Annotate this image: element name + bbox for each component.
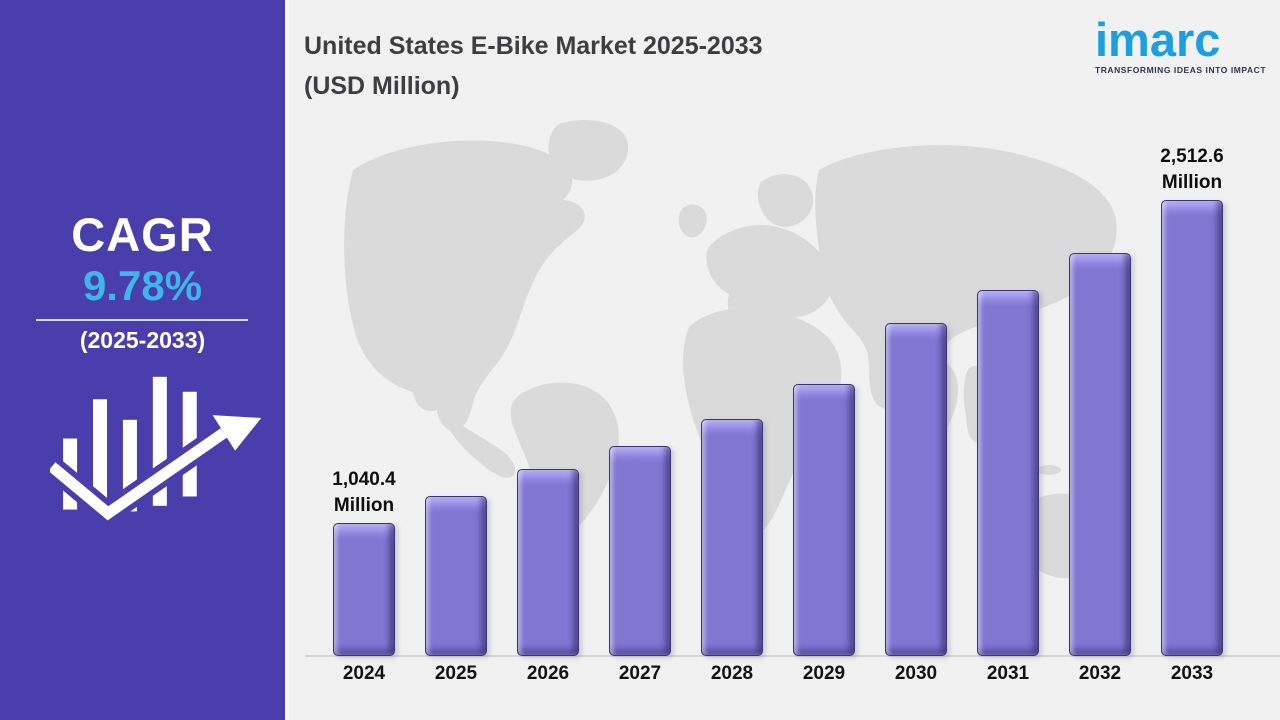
chart-title-line1: United States E-Bike Market 2025-2033	[304, 32, 763, 60]
bar-chart-plot: 2024 2025 2026 2027 2028 2029 2030 2031 2032 2033…	[289, 0, 1280, 720]
x-tick-2024: 2024	[342, 663, 386, 684]
x-tick-2028: 2028	[710, 663, 754, 684]
x-tick-2033: 2033	[1170, 663, 1214, 684]
cagr-period: (2025-2033)	[79, 327, 206, 353]
bar-2024	[333, 523, 395, 656]
imarc-logo: imarc TRANSFORMING IDEAS INTO IMPACT	[1095, 10, 1277, 76]
british-isles	[678, 204, 707, 238]
cagr-value: 9.78%	[82, 262, 203, 309]
bar-2027	[609, 446, 671, 656]
bar-2030	[885, 323, 947, 656]
growth-bar-chart-arrow-icon	[50, 376, 265, 528]
bar-2032	[1069, 253, 1131, 656]
chart-title-line2: (USD Million)	[304, 72, 460, 100]
bar-2026	[517, 469, 579, 656]
x-tick-2027: 2027	[618, 663, 662, 684]
data-label-2024: 1,040.4 Million	[332, 469, 396, 516]
x-tick-2031: 2031	[986, 663, 1030, 684]
indonesia-2	[1037, 465, 1061, 475]
imarc-logo-tagline: TRANSFORMING IDEAS INTO IMPACT	[1095, 65, 1267, 75]
x-tick-2030: 2030	[894, 663, 938, 684]
data-label-2033: 2,512.6 Million	[1160, 146, 1224, 193]
sidebar: CAGR 9.78% (2025-2033)	[0, 0, 285, 720]
continent-north-america	[344, 140, 585, 431]
continent-europe	[706, 224, 833, 331]
chart-panel: United States E-Bike Market 2025-2033 (US…	[285, 0, 1280, 720]
x-axis-line	[305, 655, 1280, 657]
x-tick-2026: 2026	[526, 663, 570, 684]
bar-2031	[977, 290, 1039, 656]
divider-line	[36, 319, 248, 321]
cagr-label: CAGR	[71, 208, 214, 261]
imarc-logo-wordmark: imarc	[1095, 13, 1221, 66]
chart-title: United States E-Bike Market 2025-2033 (US…	[304, 26, 984, 106]
central-america	[449, 422, 516, 478]
x-tick-2032: 2032	[1078, 663, 1122, 684]
bar-2029	[793, 384, 855, 656]
continent-greenland	[548, 120, 629, 181]
bar-2028	[701, 419, 763, 656]
scandinavia	[757, 174, 814, 227]
x-tick-2029: 2029	[802, 663, 846, 684]
bar-2033	[1161, 200, 1223, 656]
x-tick-2025: 2025	[434, 663, 478, 684]
bar-2025	[425, 496, 487, 656]
